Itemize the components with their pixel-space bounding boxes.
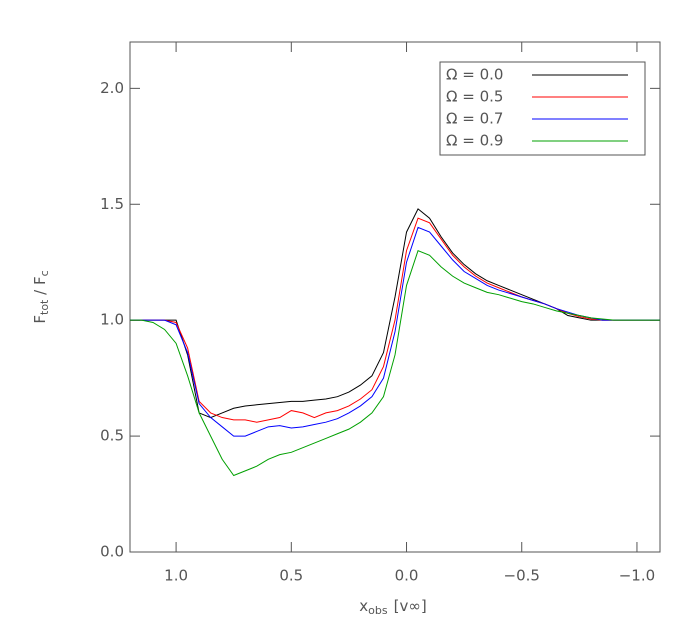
series-line [130,249,660,477]
plot-frame [129,41,661,553]
y-label-mid: / F [31,276,49,299]
x-tick-label: −0.5 [504,567,540,585]
legend-label: Ω = 0.5 [446,88,503,106]
x-tick-label: 0.0 [395,567,419,585]
y-tick-label: 1.0 [100,311,124,329]
series-line [130,226,660,437]
x-tick-label: −1.0 [619,567,655,585]
y-tick-label: 0.0 [100,543,124,561]
y-tick-label: 1.5 [100,195,124,213]
x-axis-label: xobs [v∞] [359,597,426,618]
legend-label: Ω = 0.0 [446,66,503,84]
legend-label: Ω = 0.7 [446,110,503,128]
y-label-main: F [31,315,49,324]
x-label-main: x [359,597,368,615]
series-line [130,217,660,423]
y-tick-label: 0.5 [100,427,124,445]
y-label-sub: tot [38,299,51,315]
y-label-sub2: c [38,270,51,276]
legend-box [439,61,646,156]
series-line [130,208,660,419]
y-axis-label: Ftot / Fc [31,270,52,323]
y-tick-label: 2.0 [100,79,124,97]
x-label-rest: [v∞] [394,597,427,615]
legend-label: Ω = 0.9 [446,132,503,150]
x-tick-label: 1.0 [164,567,188,585]
x-label-sub: obs [368,604,388,617]
x-tick-label: 0.5 [279,567,303,585]
